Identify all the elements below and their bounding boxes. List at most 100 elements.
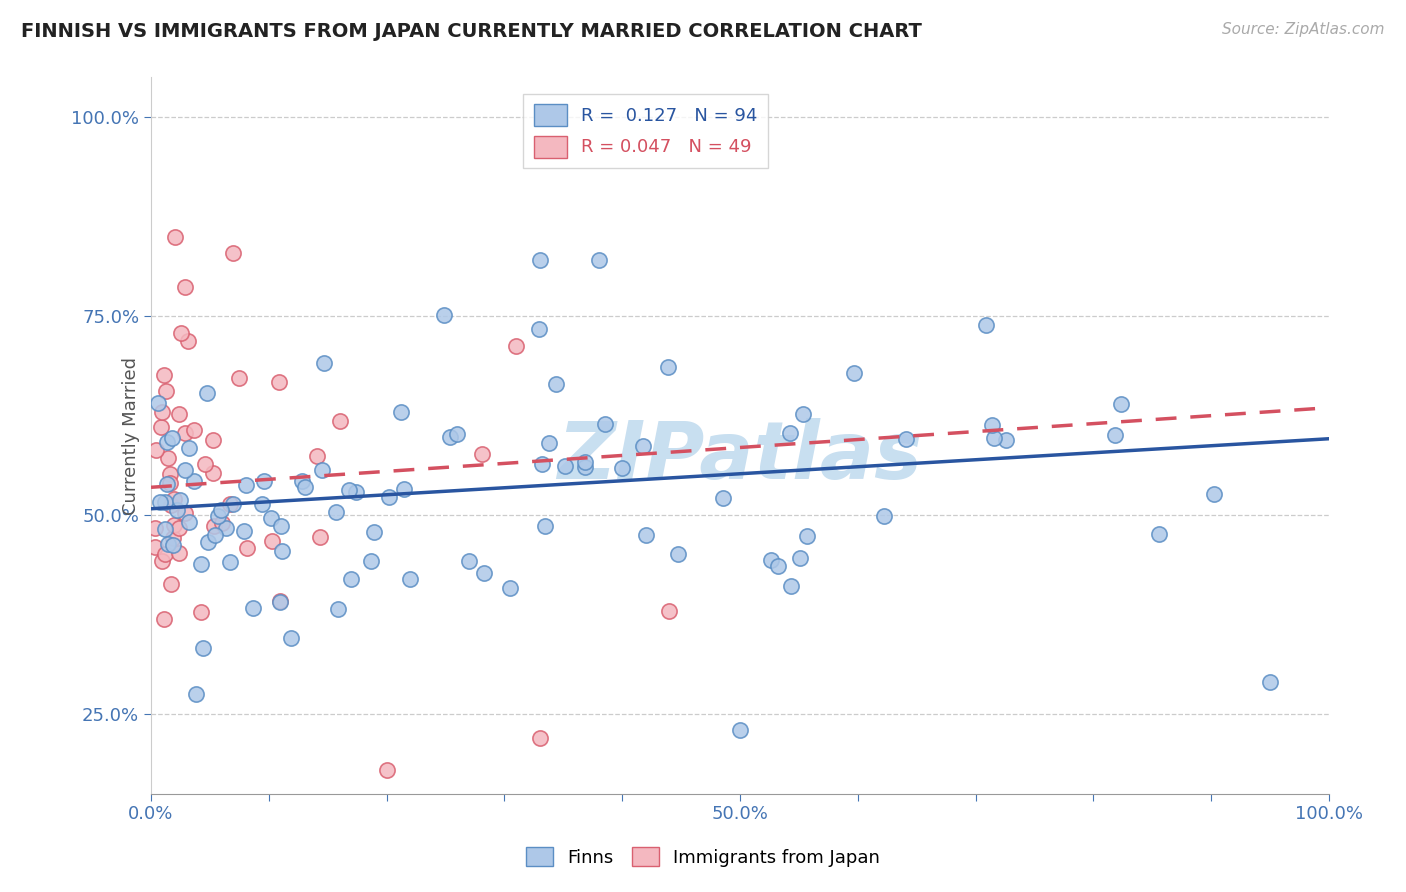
Point [546,377,568,392]
Point [593,417,616,431]
Point [329,414,352,428]
Point [190,606,212,620]
Point [439,430,461,444]
Point [143,541,166,555]
Point [534,519,557,533]
Point [157,537,180,551]
Point [149,494,172,508]
Point [163,229,186,244]
Text: Source: ZipAtlas.com: Source: ZipAtlas.com [1222,22,1385,37]
Point [792,407,814,421]
Point [433,308,456,322]
Point [399,572,422,586]
Point [280,631,302,645]
Point [190,557,212,571]
Point [269,595,291,609]
Point [346,485,368,500]
Point [312,356,335,370]
Point [262,533,284,548]
Point [389,405,412,419]
Point [149,420,172,434]
Point [574,455,596,469]
Point [194,457,217,471]
Point [150,405,173,419]
Point [253,474,276,488]
Point [311,463,333,477]
Point [177,334,200,349]
Point [202,466,225,480]
Point [177,515,200,529]
Point [337,483,360,497]
Point [169,493,191,508]
Point [204,528,226,542]
Point [207,509,229,524]
Point [983,431,1005,445]
Point [152,554,174,568]
Point [156,477,179,491]
Point [789,551,811,566]
Point [457,554,479,568]
Point [309,530,332,544]
Point [201,434,224,448]
Point [446,426,468,441]
Point [233,524,256,539]
Point [242,600,264,615]
Point [894,432,917,446]
Point [842,367,865,381]
Point [340,572,363,586]
Point [529,731,551,745]
Point [796,528,818,542]
Point [588,253,610,268]
Point [162,531,184,545]
Point [228,371,250,385]
Point [202,519,225,533]
Point [666,547,689,561]
Legend: Finns, Immigrants from Japan: Finns, Immigrants from Japan [519,840,887,874]
Point [173,463,195,477]
Point [146,395,169,409]
Point [657,359,679,374]
Point [177,441,200,455]
Point [219,555,242,569]
Point [980,417,1002,432]
Point [155,435,177,450]
Point [159,467,181,482]
Point [163,517,186,532]
Point [269,594,291,608]
Point [1258,675,1281,690]
Point [994,433,1017,447]
Point [779,579,801,593]
Point [305,449,328,463]
Point [173,279,195,293]
Point [1202,487,1225,501]
Point [394,482,416,496]
Point [153,522,176,536]
Point [574,459,596,474]
Point [1109,397,1132,411]
Point [157,451,180,466]
Point [191,641,214,656]
Point [145,443,167,458]
Point [159,475,181,490]
Point [153,494,176,508]
Point [197,535,219,549]
Point [183,474,205,488]
Point [269,375,291,389]
Point [291,474,314,488]
Point [294,480,316,494]
Point [530,457,553,471]
Point [537,436,560,450]
Point [271,544,294,558]
Point [167,546,190,560]
Point [363,524,385,539]
Point [499,581,522,595]
Text: ZIPatlas: ZIPatlas [557,418,922,496]
Point [779,426,801,441]
Point [211,516,233,530]
Point [153,612,176,626]
Point [259,511,281,525]
Point [166,503,188,517]
Point [235,477,257,491]
Point [631,439,654,453]
Point [658,604,681,618]
